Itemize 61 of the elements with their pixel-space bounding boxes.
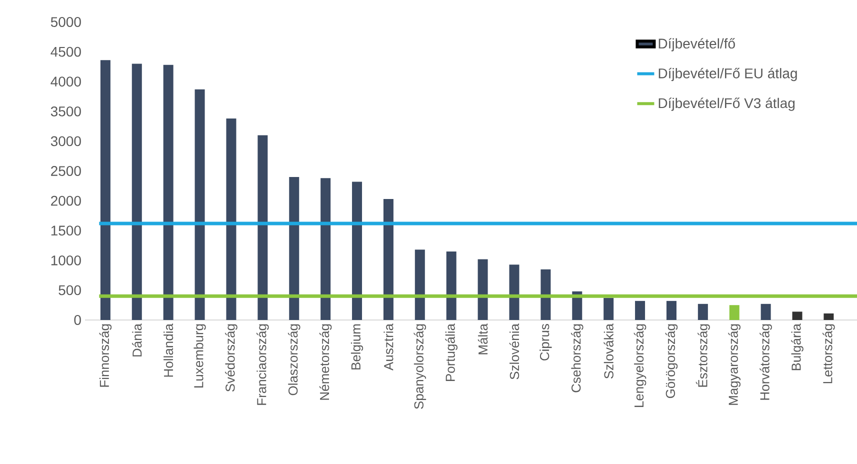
bar [509,264,520,320]
x-tick-label: Olaszország [288,324,300,396]
bar [100,60,110,320]
x-tick-label: Franciaország [256,324,269,405]
x-tick-label: Csehország [570,324,584,392]
bar [666,300,676,320]
bar [352,182,362,320]
x-tick-label: Portugália [445,324,458,381]
bar [320,178,331,320]
y-tick-label: 4500 [50,46,81,57]
bar [383,199,394,320]
y-tick-label: 3500 [50,106,81,116]
x-tick-label: Lengyelország [634,324,646,408]
bar [289,176,300,320]
x-tick-label: Dánia [132,324,142,356]
x-tick-label: Németország [319,324,332,400]
legend-label: Díjbevétel/fő [658,38,735,52]
x-tick-label: Észtország [696,324,710,387]
bar [760,304,771,320]
bar [729,305,740,320]
bar [792,312,802,320]
bar [540,269,551,320]
x-tick-label: Hollandia [164,324,174,377]
x-tick-label: Málta [478,324,488,354]
bar [226,118,236,320]
y-tick-label: 4000 [50,76,81,87]
legend-label: Díjbevétel/Fő EU átlag [658,68,797,82]
y-tick-label: 1500 [51,226,81,236]
y-tick-label: 2500 [51,166,81,176]
x-tick-label: Spanyolország [414,324,426,409]
bar [478,259,488,320]
bar [604,298,614,320]
x-tick-label: Luxemburg [194,324,206,388]
x-tick-label: Belgium [350,324,364,370]
bar [635,300,646,320]
y-tick-label: 5000 [50,17,81,27]
x-tick-label: Szlovénia [509,324,520,380]
x-tick-label: Finnország [99,324,112,387]
bar [446,251,456,320]
bar [163,64,174,320]
legend-label: Díjbevétel/Fő V3 átlag [658,98,795,111]
x-tick-label: Görögország [665,324,678,398]
bar [132,64,142,320]
x-tick-label: Horvátország [760,324,772,400]
bar [698,304,708,320]
y-tick-label: 0 [74,315,81,325]
bar [414,250,425,320]
x-tick-label: Magyarország [728,324,741,405]
x-tick-label: Bulgária [791,324,804,370]
y-tick-label: 3000 [50,136,81,146]
bar [194,89,205,320]
y-tick-label: 2000 [51,196,81,206]
bar [824,313,834,320]
y-tick-label: 500 [58,285,81,296]
x-tick-label: Ciprus [540,324,552,360]
y-tick-label: 1000 [51,255,81,266]
x-tick-label: Svédország [225,324,238,392]
x-tick-label: Ausztria [384,324,394,370]
bar [258,135,268,320]
x-tick-label: Szlovákia [604,324,614,379]
x-tick-label: Lettország [822,324,835,384]
